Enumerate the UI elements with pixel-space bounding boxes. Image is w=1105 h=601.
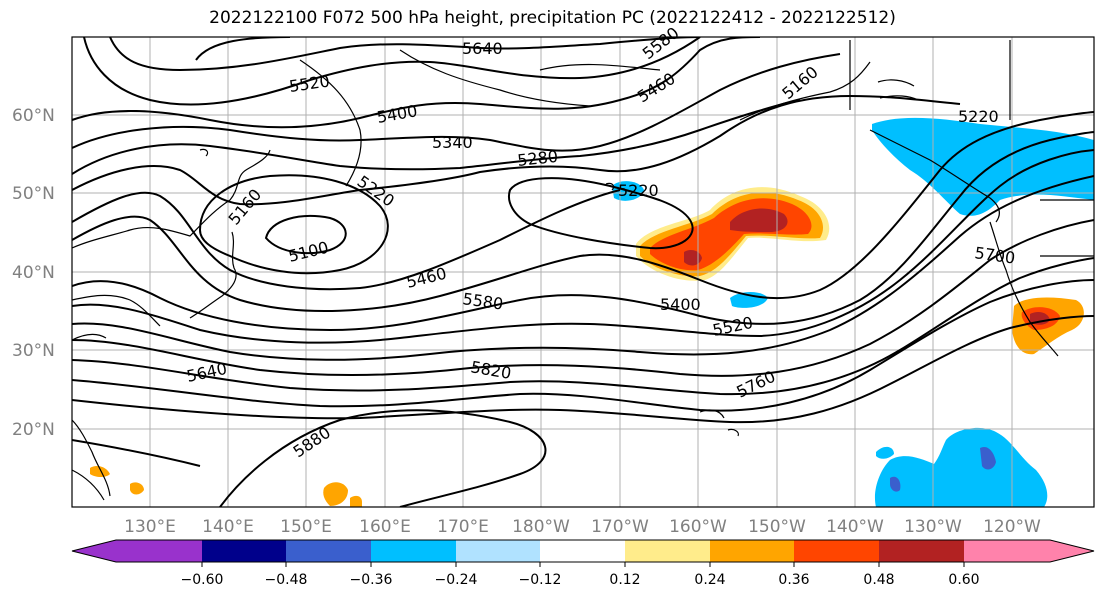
lon-label: 160°E xyxy=(359,517,411,537)
colorbar-tick-label: 0.36 xyxy=(778,572,809,588)
contour-label: 5280 xyxy=(516,147,558,170)
contour-label: 5460 xyxy=(404,264,448,292)
contour-label: 5220 xyxy=(354,172,398,211)
colorbar-segment xyxy=(371,540,456,562)
precip-negative-southeast-2 xyxy=(980,446,996,470)
colorbar-outline xyxy=(71,539,1095,563)
lon-label: 170°E xyxy=(437,517,489,537)
colorbar-tick-label: −0.48 xyxy=(265,572,308,588)
precip-positive-small-2 xyxy=(350,495,362,507)
contour-label: 5520 xyxy=(288,71,331,95)
colorbar-tick-label: 0.24 xyxy=(694,572,725,588)
contour-label: 5820 xyxy=(469,357,512,383)
contour-label: 5580 xyxy=(639,23,683,63)
precip-negative-southeast xyxy=(874,427,1048,507)
colorbar-tick-label: 0.48 xyxy=(863,572,894,588)
precip-negative-southeast-3 xyxy=(890,476,901,492)
contour-label: 5460 xyxy=(634,69,679,107)
coastlines xyxy=(72,40,1094,501)
lon-label: 130°E xyxy=(124,517,176,537)
contour-label: 5220 xyxy=(618,181,659,200)
precip-positive-small-3 xyxy=(130,482,144,495)
contour-label: 5700 xyxy=(973,243,1016,267)
colorbar-segment xyxy=(964,540,1050,562)
contour-label: 5160 xyxy=(225,185,266,228)
colorbar: −0.60 −0.48 −0.36 −0.24 −0.12 0.12 0.24 … xyxy=(71,539,1095,588)
map-title: 2022122100 F072 500 hPa height, precipit… xyxy=(209,8,896,28)
height-contours xyxy=(72,37,1094,507)
contour-label: 5400 xyxy=(375,101,418,127)
lon-label: 180°W xyxy=(512,517,570,537)
colorbar-segment xyxy=(625,540,710,562)
colorbar-segment xyxy=(116,540,202,562)
colorbar-segment xyxy=(202,540,286,562)
lon-label: 140°W xyxy=(826,517,884,537)
contour-label: 5580 xyxy=(461,289,504,313)
map-frame xyxy=(71,36,1095,508)
colorbar-segment xyxy=(286,540,371,562)
precip-positive-small-1 xyxy=(323,482,348,506)
contour-label: 5640 xyxy=(185,359,229,386)
colorbar-segment xyxy=(710,540,794,562)
colorbar-tick-label: −0.36 xyxy=(350,572,393,588)
precip-positive-central-3 xyxy=(650,198,812,271)
lat-label: 40°N xyxy=(12,263,55,283)
lon-label: 130°W xyxy=(904,517,962,537)
lon-label: 140°E xyxy=(202,517,254,537)
colorbar-segment xyxy=(794,540,879,562)
precip-positive-central-4 xyxy=(730,208,788,232)
lon-label: 150°W xyxy=(748,517,806,537)
colorbar-segment xyxy=(456,540,540,562)
contour-label: 5400 xyxy=(660,295,701,314)
colorbar-segment xyxy=(879,540,964,562)
contour-label: 5340 xyxy=(432,133,473,152)
latitude-labels: 60°N 50°N 40°N 30°N 20°N xyxy=(12,106,55,440)
lon-label: 160°W xyxy=(669,517,727,537)
colorbar-tick-label: 0.12 xyxy=(609,572,640,588)
lat-label: 50°N xyxy=(12,184,55,204)
contour-label: 5760 xyxy=(733,367,778,402)
lon-label: 120°W xyxy=(983,517,1041,537)
colorbar-tick-label: −0.60 xyxy=(181,572,224,588)
colorbar-segment xyxy=(540,540,625,562)
colorbar-extend-high xyxy=(1050,540,1094,562)
lat-label: 60°N xyxy=(12,106,55,126)
precip-positive-small-4 xyxy=(90,466,110,477)
colorbar-tick-label: −0.12 xyxy=(519,572,562,588)
contour-label: 5160 xyxy=(778,62,821,103)
colorbar-extend-low xyxy=(72,540,116,562)
precip-negative-southeast-4 xyxy=(876,446,894,459)
contour-label: 5640 xyxy=(462,39,503,58)
lat-label: 30°N xyxy=(12,341,55,361)
lon-label: 170°W xyxy=(591,517,649,537)
precip-negative-coast-2 xyxy=(1074,138,1094,170)
colorbar-tick-label: −0.24 xyxy=(435,572,478,588)
longitude-labels: 130°E 140°E 150°E 160°E 170°E 180°W 170°… xyxy=(124,517,1041,537)
colorbar-tick-label: 0.60 xyxy=(948,572,979,588)
lon-label: 150°E xyxy=(280,517,332,537)
contour-label: 5220 xyxy=(958,107,999,126)
map-gridlines xyxy=(72,37,1094,507)
lat-label: 20°N xyxy=(12,420,55,440)
